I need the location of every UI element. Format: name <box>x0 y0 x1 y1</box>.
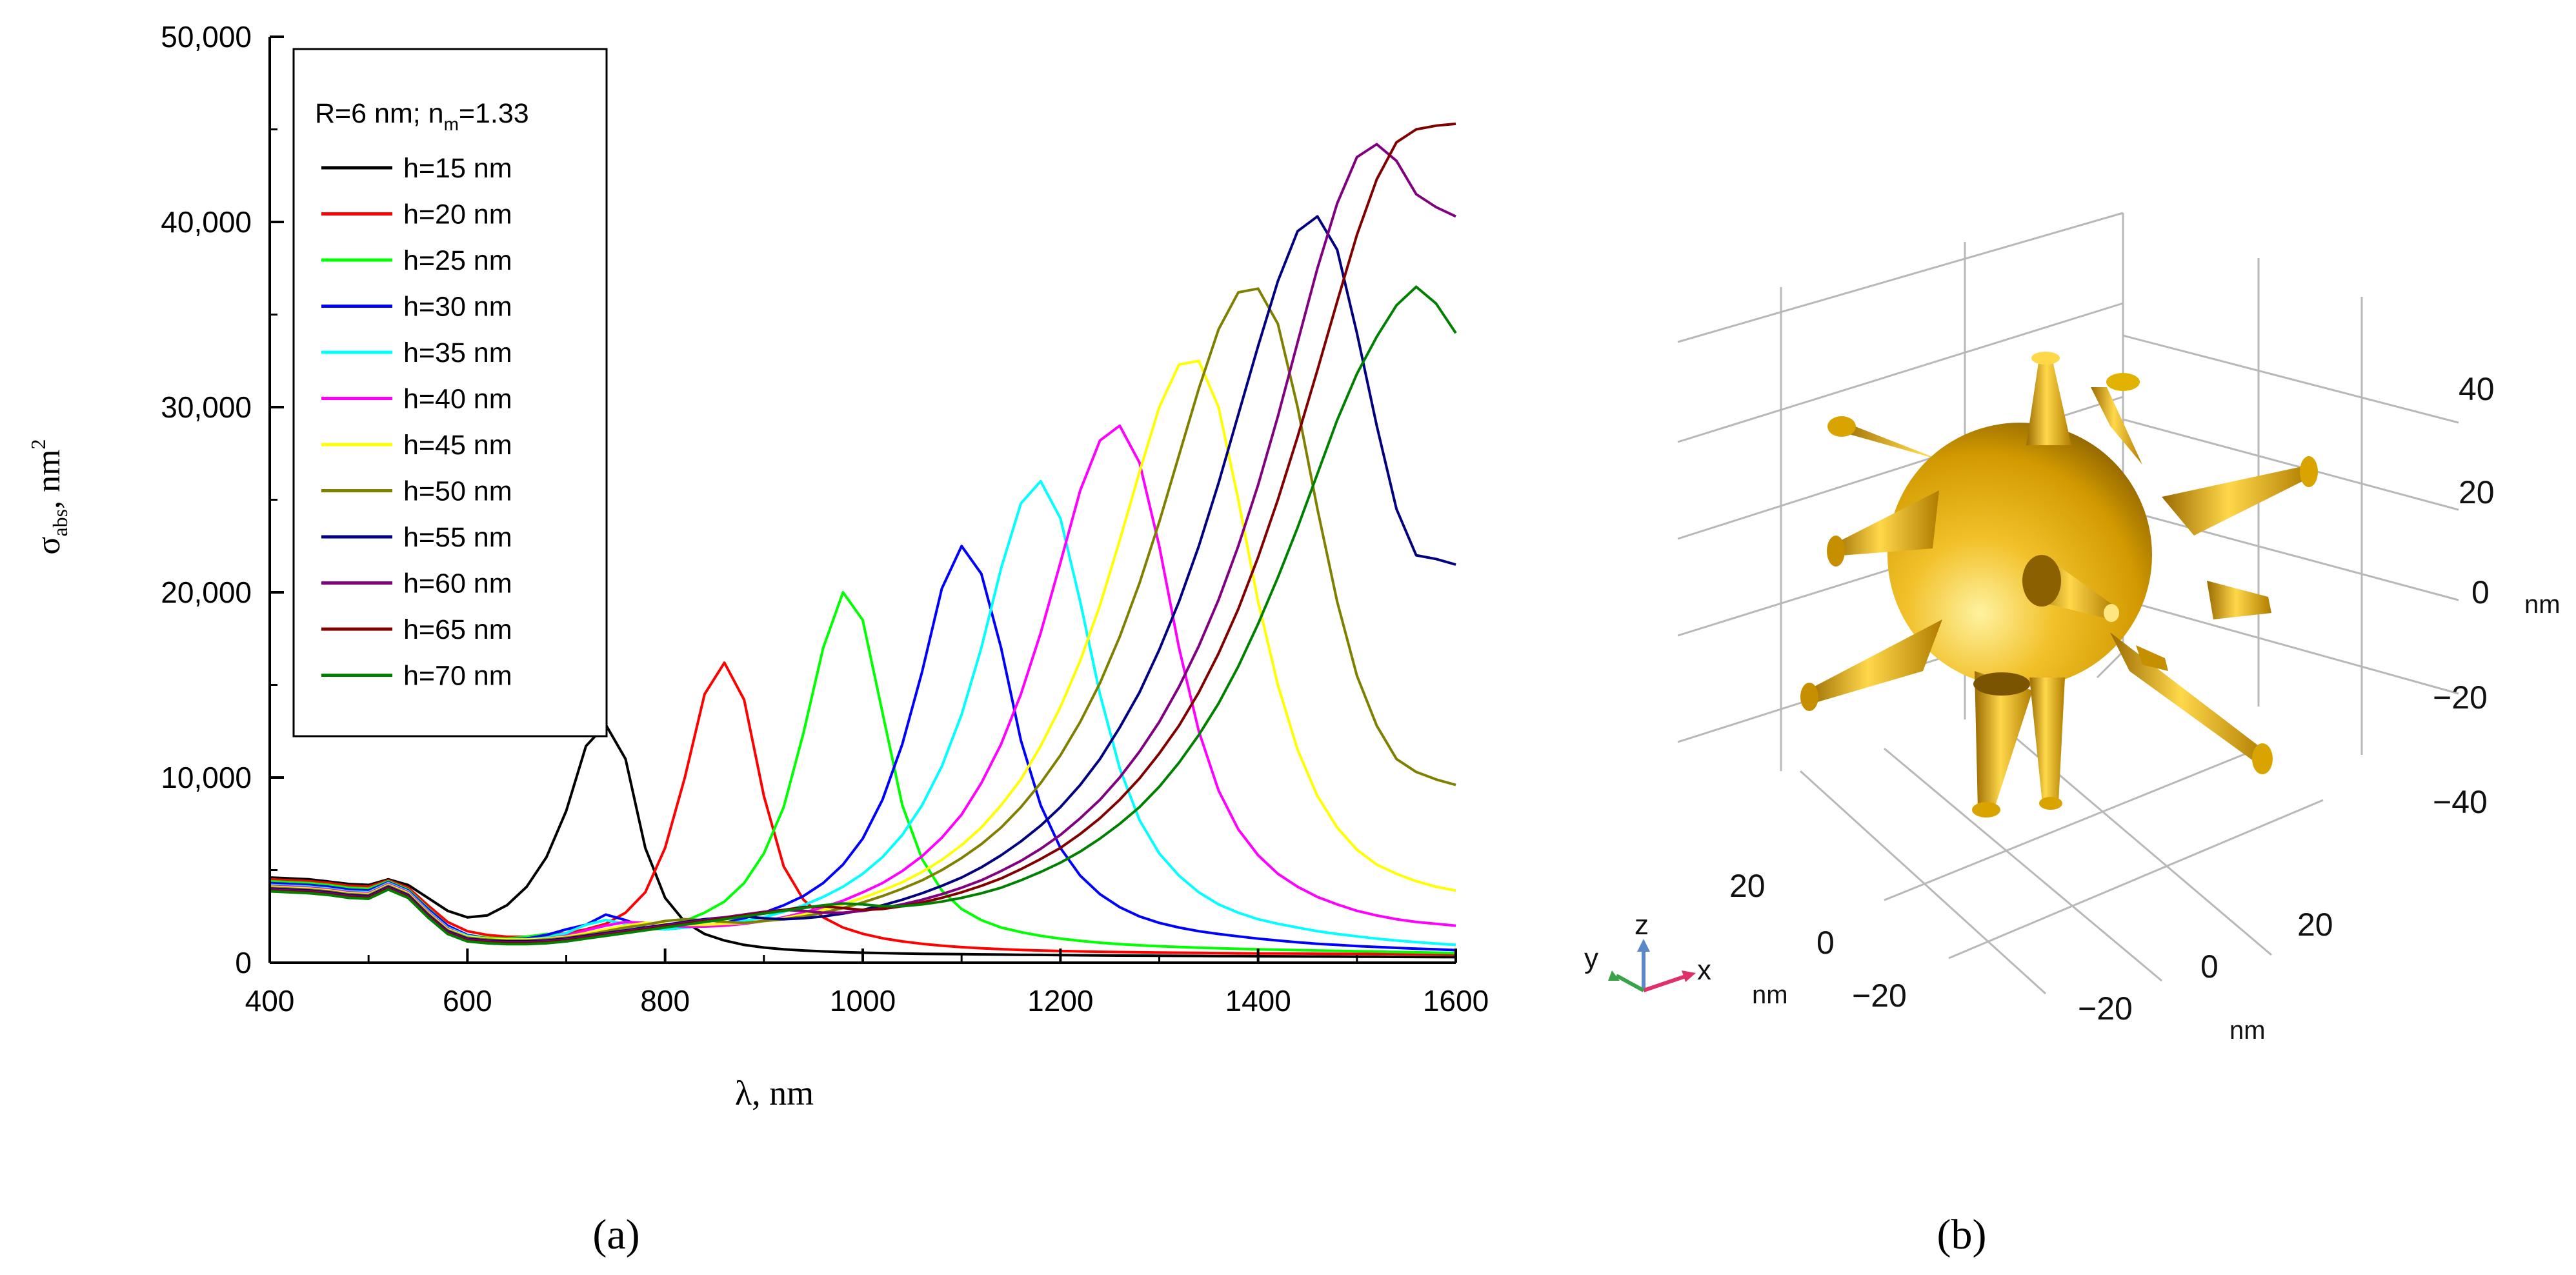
x-tick-label: 600 <box>443 984 492 1018</box>
z-tick: −20 <box>2433 679 2488 716</box>
series-lines <box>269 122 1457 959</box>
x-tick: 20 <box>1729 868 1766 904</box>
legend-entry-label: h=25 nm <box>403 245 512 276</box>
triad-x-axis <box>1643 974 1686 992</box>
triad-y-label: y <box>1584 943 1598 974</box>
z-tick: 40 <box>2459 371 2495 407</box>
legend-title-end: =1.33 <box>459 98 529 129</box>
y-axis-symbol: σ <box>30 537 67 555</box>
legend-title: R=6 nm; nm=1.33 <box>315 98 529 134</box>
legend-entry-label: h=50 nm <box>403 476 512 507</box>
x-tick-label: 1400 <box>1225 984 1291 1018</box>
y-tick-label: 0 <box>235 946 252 979</box>
z-axis-unit: nm <box>2524 590 2561 619</box>
y-axis-superscript: 2 <box>26 439 50 449</box>
y-axis-unit: nm <box>2229 1016 2266 1045</box>
z-tick: 20 <box>2459 474 2495 510</box>
x-axis-label: λ, nm <box>735 1074 814 1112</box>
legend-title-main: R=6 nm; n <box>315 98 444 129</box>
legend-box <box>292 48 608 738</box>
x-tick: −20 <box>1852 978 1907 1014</box>
legend-entry-label: h=70 nm <box>403 661 512 692</box>
y-tick-label: 40,000 <box>161 205 252 239</box>
x-axis-unit: nm <box>1752 981 1788 1009</box>
y-tick-label: 10,000 <box>161 761 252 794</box>
triad-z-arrowhead <box>1637 939 1650 952</box>
z-axis-ticks: 40 20 0 −20 −40 nm <box>2433 371 2561 820</box>
legend: R=6 nm; nm=1.33 h=15 nm h=20 nm h=25 nm h=3… <box>292 48 608 738</box>
legend-entry-label: h=35 nm <box>403 337 512 368</box>
z-tick: −40 <box>2433 784 2488 820</box>
panel-b-label: (b) <box>1937 1211 1987 1258</box>
y-axis-unit: , nm <box>30 449 67 508</box>
legend-entry-label: h=15 nm <box>403 153 512 184</box>
panel-a-label: (a) <box>592 1211 639 1258</box>
triad-x-label: x <box>1697 954 1711 986</box>
legend-entry-label: h=20 nm <box>403 199 512 230</box>
triad-y-axis <box>1615 974 1645 992</box>
series-line-12 <box>269 285 1457 946</box>
tick-labels: 400 600 800 1000 1200 1400 1600 0 10,000 20,000 30… <box>161 20 1489 1018</box>
y-axis-label: σabs, nm2 <box>26 439 72 554</box>
y-axis-ticks: 20 0 −20 nm <box>2078 907 2333 1045</box>
triad-x-arrowhead <box>1682 970 1696 982</box>
y-axis-subscript: abs <box>48 509 72 537</box>
y-tick: 0 <box>2200 949 2219 985</box>
legend-entry-label: h=30 nm <box>403 292 512 323</box>
legend-title-subscript: m <box>444 114 459 134</box>
x-tick-label: 1600 <box>1423 984 1489 1018</box>
x-tick: 0 <box>1816 925 1835 961</box>
x-tick-label: 400 <box>245 984 295 1018</box>
legend-entry-label: h=65 nm <box>403 614 512 645</box>
legend-entry-label: h=40 nm <box>403 384 512 415</box>
panel-b-3d-model: 40 20 0 −20 −40 nm 20 0 −20 nm 20 0 −20 … <box>1584 212 2561 1045</box>
y-tick-label: 50,000 <box>161 20 252 54</box>
legend-entry-label: h=60 nm <box>403 568 512 599</box>
panel-a-chart: 400 600 800 1000 1200 1400 1600 0 10,000 20,000 30… <box>26 20 1489 1112</box>
x-tick-label: 1000 <box>830 984 896 1018</box>
x-tick-label: 800 <box>640 984 690 1018</box>
axes <box>268 35 1457 964</box>
orientation-triad: z x y <box>1584 909 1711 992</box>
y-tick: −20 <box>2078 990 2133 1027</box>
triad-z-label: z <box>1635 909 1649 941</box>
nanostar-back-spikes <box>1827 373 2318 619</box>
triad-y-arrowhead <box>1608 970 1620 981</box>
nanostar-front-spikes <box>1800 352 2273 818</box>
y-tick: 20 <box>2297 907 2333 943</box>
y-tick-label: 30,000 <box>161 390 252 424</box>
z-tick: 0 <box>2471 574 2490 610</box>
x-tick-label: 1200 <box>1027 984 1093 1018</box>
legend-entry-label: h=55 nm <box>403 522 512 553</box>
x-axis-ticks: 20 0 −20 nm <box>1729 868 1907 1014</box>
nanostar-core-sphere <box>1887 423 2152 687</box>
legend-entry-label: h=45 nm <box>403 430 512 461</box>
y-tick-label: 20,000 <box>161 576 252 609</box>
